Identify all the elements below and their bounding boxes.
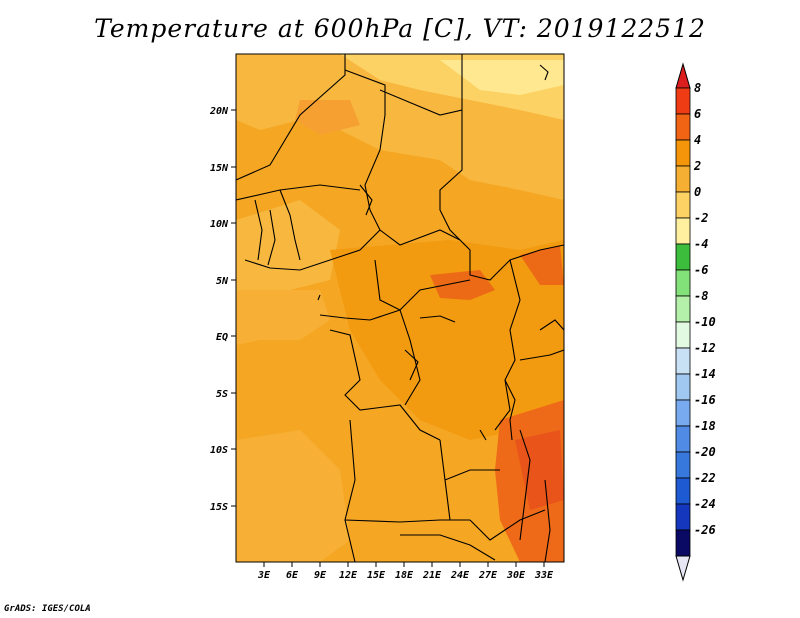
field-southwest-light — [236, 430, 350, 562]
colorbar-swatch — [675, 87, 691, 115]
colorbar-swatch — [675, 347, 691, 375]
colorbar-label: -20 — [694, 445, 716, 459]
lat-label: 10N — [210, 219, 229, 230]
field-central-warm — [330, 240, 564, 440]
colorbar-label: 2 — [693, 159, 701, 173]
latitude-axis: 20N 15N 10N 5N EQ 5S 10S 15S — [209, 106, 236, 513]
colorbar-swatch — [675, 451, 691, 479]
colorbar-arrow-top — [675, 62, 691, 89]
longitude-axis: 3E 6E 9E 12E 15E 18E 21E 24E 27E 30E 33E — [257, 562, 554, 581]
colorbar-label: -8 — [694, 289, 708, 303]
temperature-field — [236, 54, 564, 562]
lon-label: 21E — [422, 570, 442, 581]
lon-label: 6E — [286, 570, 299, 581]
map-title: Temperature at 600hPa [C], VT: 201912251… — [94, 14, 706, 43]
lon-label: 12E — [339, 570, 358, 581]
lon-label: 33E — [534, 570, 554, 581]
field-sahara-warm — [295, 100, 360, 135]
lon-label: 3E — [257, 570, 271, 581]
lat-label: EQ — [216, 332, 228, 343]
colorbar-arrow-bottom — [675, 555, 691, 582]
colorbar-swatch — [675, 139, 691, 167]
colorbar: 8 6 4 2 0 -2 -4 -6 -8 -10 -12 -14 -16 -18 -20 -22 -24 -26 — [675, 62, 716, 582]
colorbar-swatch — [675, 269, 691, 297]
lat-label: 20N — [209, 106, 229, 117]
colorbar-label: 8 — [694, 81, 701, 95]
lat-label: 5S — [216, 389, 228, 400]
colorbar-swatch — [675, 425, 691, 453]
field-gulf-light — [236, 290, 330, 345]
colorbar-label: -24 — [694, 497, 716, 511]
colorbar-swatch — [675, 373, 691, 401]
colorbar-label: -22 — [694, 471, 716, 485]
country-boundaries — [236, 54, 564, 562]
lon-label: 18E — [395, 570, 414, 581]
colorbar-label: -4 — [694, 237, 708, 251]
lon-label: 15E — [367, 570, 386, 581]
colorbar-swatch — [675, 165, 691, 193]
colorbar-swatch — [675, 529, 691, 557]
field-southeast-hottest — [515, 430, 564, 510]
colorbar-swatch — [675, 113, 691, 141]
lat-label: 10S — [210, 445, 228, 456]
colorbar-label: 4 — [694, 133, 701, 147]
lat-label: 5N — [216, 276, 229, 287]
colorbar-swatch — [675, 503, 691, 531]
lat-label: 15N — [210, 163, 229, 174]
colorbar-swatch — [675, 191, 691, 219]
colorbar-label: -16 — [694, 393, 716, 407]
colorbar-label: -10 — [694, 315, 716, 329]
colorbar-label: -2 — [694, 211, 708, 225]
colorbar-label: -14 — [694, 367, 716, 381]
lon-label: 30E — [506, 570, 526, 581]
grads-credit: GrADS: IGES/COLA — [4, 604, 91, 614]
lat-label: 15S — [210, 502, 228, 513]
colorbar-swatch — [675, 399, 691, 427]
field-northeast-coolest — [440, 60, 564, 95]
colorbar-label: -18 — [694, 419, 716, 433]
field-warm-spot-east — [520, 245, 564, 285]
colorbar-label: -12 — [694, 341, 716, 355]
colorbar-label: -6 — [694, 263, 708, 277]
lon-label: 27E — [478, 570, 498, 581]
colorbar-swatch — [675, 321, 691, 349]
field-west-light — [236, 200, 340, 300]
colorbar-label: 6 — [694, 107, 701, 121]
colorbar-swatch — [675, 243, 691, 271]
lon-label: 9E — [314, 570, 327, 581]
map-frame — [235, 53, 565, 563]
lon-label: 24E — [450, 570, 470, 581]
colorbar-swatch — [675, 295, 691, 323]
colorbar-swatch — [675, 477, 691, 505]
colorbar-label: -26 — [694, 523, 716, 537]
colorbar-label: 0 — [694, 185, 701, 199]
colorbar-swatch — [675, 217, 691, 245]
